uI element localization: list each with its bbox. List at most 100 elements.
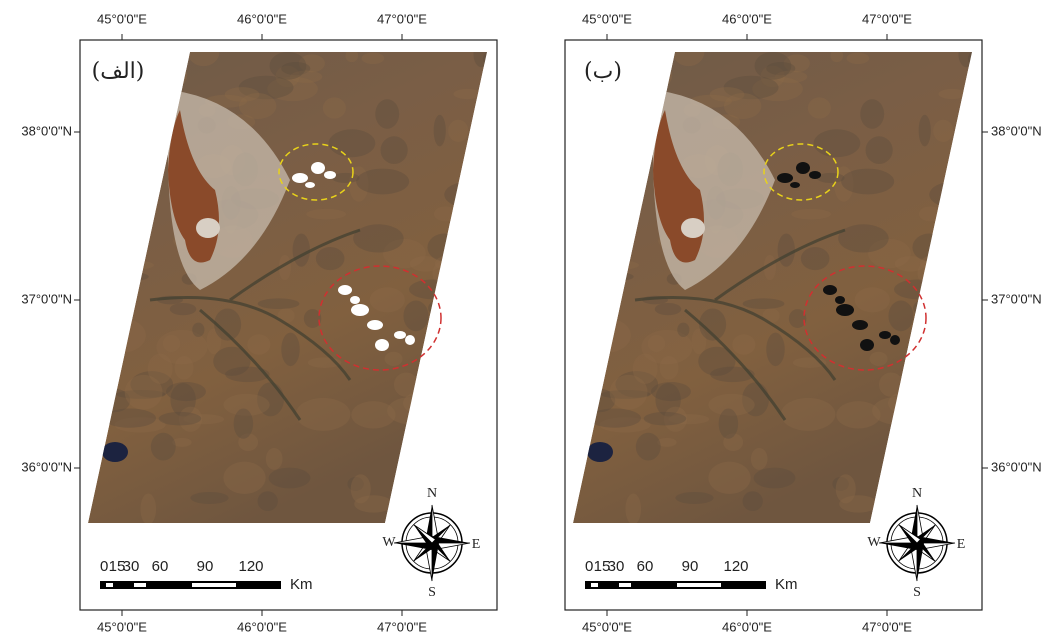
- terrain-patch: [606, 100, 619, 129]
- terrain-patch: [958, 42, 974, 68]
- terrain-patch: [258, 298, 300, 309]
- terrain-patch: [846, 53, 869, 64]
- latitude-label: 36°0'0"N: [21, 459, 72, 474]
- terrain-patch: [351, 401, 395, 428]
- terrain-patch: [625, 198, 642, 215]
- terrain-patch: [136, 88, 174, 105]
- terrain-patch: [625, 493, 641, 524]
- terrain-patch: [306, 209, 346, 220]
- terrain-patch: [394, 372, 418, 396]
- scale-bar-segment: [134, 583, 146, 587]
- snow-cover: [324, 171, 336, 179]
- compass-east: E: [472, 537, 481, 552]
- longitude-label: 47°0'0"E: [862, 619, 912, 634]
- terrain-patch: [830, 49, 843, 62]
- compass-rose: [879, 505, 955, 581]
- terrain-patch: [332, 173, 360, 183]
- longitude-label: 45°0'0"E: [582, 11, 632, 26]
- scale-label: 30: [123, 558, 140, 575]
- terrain-patch: [588, 408, 641, 427]
- latitude-label: 38°0'0"N: [21, 123, 72, 138]
- terrain-patch: [581, 161, 615, 184]
- snow-cover: [790, 182, 800, 188]
- terrain-patch: [444, 181, 495, 208]
- snow-cover: [305, 182, 315, 188]
- terrain-patch: [933, 120, 953, 142]
- terrain-patch: [323, 97, 346, 118]
- map-panel: (ب)45°0'0"E46°0'0"E47°0'0"E45°0'0"E46°0'…: [559, 11, 1042, 634]
- terrain-patch: [453, 424, 483, 434]
- terrain-patch: [110, 182, 141, 209]
- terrain-patch: [920, 253, 970, 273]
- terrain-patch: [838, 224, 888, 252]
- terrain-patch: [918, 298, 953, 327]
- terrain-patch: [917, 353, 945, 382]
- terrain-patch: [938, 424, 968, 434]
- snow-cover: [292, 173, 308, 183]
- terrain-patch: [675, 492, 713, 504]
- terrain-patch: [594, 260, 639, 270]
- terrain-patch: [896, 388, 933, 422]
- terrain-patch: [170, 303, 197, 315]
- terrain-patch: [433, 298, 468, 327]
- terrain-patch: [888, 301, 913, 332]
- terrain-patch: [808, 97, 831, 118]
- terrain-patch: [78, 185, 104, 216]
- terrain-patch: [743, 298, 785, 309]
- terrain-patch: [619, 58, 672, 93]
- dam-lake: [587, 442, 613, 462]
- terrain-patch: [411, 388, 448, 422]
- scale-bar: [585, 581, 766, 589]
- terrain-patch: [293, 234, 310, 267]
- terrain-patch: [919, 115, 931, 147]
- terrain-patch: [836, 474, 856, 503]
- terrain-patch: [140, 493, 156, 524]
- terrain-patch: [281, 333, 299, 366]
- terrain-patch: [603, 273, 633, 281]
- terrain-patch: [434, 206, 457, 221]
- terrain-patch: [946, 254, 996, 278]
- snow-cover: [338, 285, 352, 295]
- terrain-patch: [148, 354, 173, 384]
- snow-cover: [796, 162, 810, 174]
- terrain-patch: [351, 474, 371, 503]
- terrain-patch: [596, 102, 625, 136]
- compass-south: S: [428, 585, 436, 600]
- terrain-patch: [568, 102, 594, 124]
- latitude-label: 37°0'0"N: [991, 291, 1042, 306]
- terrain-patch: [571, 274, 602, 297]
- terrain-patch: [644, 412, 686, 426]
- terrain-patch: [870, 352, 888, 366]
- map-panel: (الف)45°0'0"E46°0'0"E47°0'0"E45°0'0"E46°…: [21, 11, 511, 634]
- terrain-patch: [74, 289, 123, 321]
- terrain-patch: [190, 492, 228, 504]
- satellite-image: [74, 38, 512, 529]
- compass-north: N: [427, 486, 437, 501]
- longitude-label: 45°0'0"E: [582, 619, 632, 634]
- scale-label: 120: [723, 558, 748, 575]
- compass-east: E: [957, 537, 966, 552]
- terrain-patch: [929, 181, 980, 208]
- terrain-patch: [559, 289, 608, 321]
- terrain-patch: [766, 333, 784, 366]
- terrain-patch: [755, 52, 792, 80]
- terrain-patch: [296, 398, 351, 431]
- terrain-patch: [961, 161, 976, 191]
- terrain-patch: [651, 382, 691, 401]
- terrain-patch: [473, 42, 489, 68]
- terrain-patch: [234, 409, 253, 439]
- terrain-patch: [96, 161, 130, 184]
- snow-cover: [375, 339, 389, 351]
- terrain-patch: [159, 412, 201, 426]
- terrain-patch: [453, 89, 481, 99]
- terrain-patch: [801, 247, 830, 270]
- latitude-label: 38°0'0"N: [991, 123, 1042, 138]
- terrain-patch: [938, 89, 966, 99]
- terrain-patch: [163, 335, 180, 352]
- terrain-patch: [192, 323, 204, 337]
- satellite-image: [559, 38, 997, 529]
- terrain-patch: [97, 318, 146, 353]
- longitude-label: 46°0'0"E: [722, 11, 772, 26]
- terrain-patch: [791, 209, 831, 220]
- terrain-patch: [563, 185, 589, 216]
